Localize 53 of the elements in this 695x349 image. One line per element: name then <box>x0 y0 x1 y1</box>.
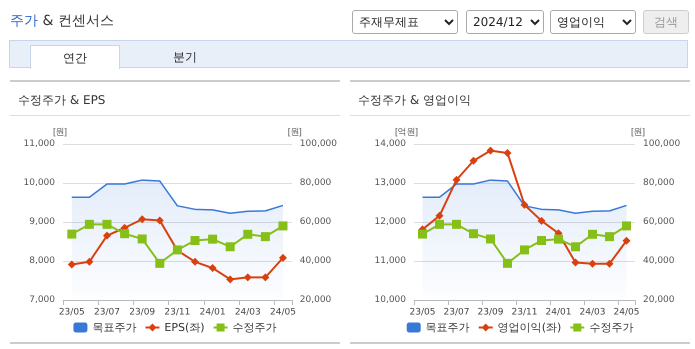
x-tick-label: 24/01 <box>546 308 572 318</box>
y-axis-title: [억원] <box>394 126 418 136</box>
y2-axis-title: [원] <box>631 126 646 136</box>
y-tick-label: 11,000 <box>24 139 56 149</box>
y-tick-label: 7,000 <box>29 295 56 305</box>
legend-label: EPS(좌) <box>164 321 205 334</box>
y-tick-label: 10,000 <box>24 178 56 188</box>
x-tick-label: 23/05 <box>410 308 436 318</box>
x-tick-label: 24/03 <box>234 308 261 318</box>
y2-tick-label: 100,000 <box>643 139 680 149</box>
y2-tick-label: 40,000 <box>643 256 675 266</box>
chart-title: 수정주가 & 영업이익 <box>358 92 471 109</box>
x-tick-label: 23/05 <box>58 308 85 318</box>
x-tick-label: 24/05 <box>270 308 296 318</box>
y-tick-label: 11,000 <box>374 256 406 266</box>
x-tick-label: 23/11 <box>164 308 190 318</box>
y-axis-title: [원] <box>52 126 67 136</box>
x-tick-label: 24/01 <box>200 308 226 318</box>
y-tick-label: 9,000 <box>29 217 56 227</box>
legend-label: 목표주가 <box>426 321 470 334</box>
y2-tick-label: 80,000 <box>300 178 332 188</box>
legend-label: 영업이익(좌) <box>498 321 562 334</box>
y2-tick-label: 100,000 <box>300 139 338 149</box>
x-tick-label: 24/03 <box>580 308 606 318</box>
y-tick-label: 14,000 <box>374 139 406 149</box>
y2-tick-label: 60,000 <box>643 217 675 227</box>
y-tick-label: 10,000 <box>374 295 406 305</box>
text: 영업이익 <box>550 10 636 34</box>
text: 분기 <box>172 49 198 66</box>
y2-tick-label: 40,000 <box>300 256 332 266</box>
y2-tick-label: 20,000 <box>300 295 332 305</box>
x-tick-label: 23/09 <box>478 308 504 318</box>
text: 2024/12 <box>466 10 544 34</box>
text: 검색 <box>643 10 689 34</box>
x-tick-label: 23/07 <box>94 308 120 318</box>
chart-title: 수정주가 & EPS <box>18 92 106 109</box>
legend-label: 목표주가 <box>92 321 136 334</box>
y-tick-label: 12,000 <box>374 217 406 227</box>
legend-label: 수정주가 <box>589 321 634 334</box>
y2-axis-title: [원] <box>288 126 302 136</box>
text: 연간 <box>30 45 120 69</box>
y-tick-label: 8,000 <box>29 256 56 266</box>
y2-tick-label: 60,000 <box>300 217 332 227</box>
text: 주가 & 컨센서스 <box>10 12 114 30</box>
x-tick-label: 24/05 <box>614 308 640 318</box>
text: 주재무제표 <box>352 10 458 34</box>
x-tick-label: 23/11 <box>512 308 538 318</box>
x-tick-label: 23/09 <box>129 308 156 318</box>
legend-label: 수정주가 <box>232 321 277 334</box>
x-tick-label: 23/07 <box>444 308 470 318</box>
y2-tick-label: 80,000 <box>643 178 675 188</box>
y-tick-label: 13,000 <box>374 178 406 188</box>
y2-tick-label: 20,000 <box>643 295 675 305</box>
